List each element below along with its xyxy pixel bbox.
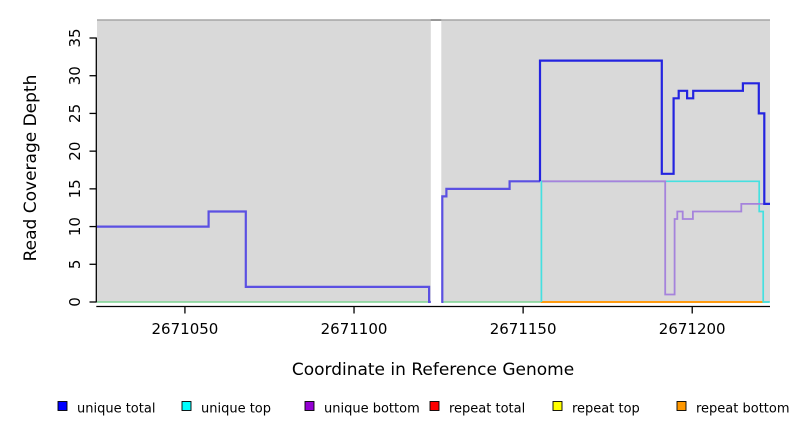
legend-label-unique-top: unique top [201, 402, 271, 417]
legend-swatch-unique-top [181, 401, 192, 411]
legend-item-unique-bottom: unique bottom [304, 401, 420, 417]
legend-item-repeat-top: repeat top [552, 401, 640, 417]
y-tick-label-20: 20 [66, 142, 84, 161]
legend-label-unique-total: unique total [77, 402, 155, 417]
y-tick-label-15: 15 [66, 179, 84, 198]
series-unique-top [540, 180, 770, 303]
legend-label-repeat-bottom: repeat bottom [696, 402, 790, 417]
x-tick-label-2671150: 2671150 [490, 320, 557, 338]
legend-swatch-repeat-bottom [676, 401, 687, 411]
legend-swatch-repeat-total [429, 401, 440, 411]
legend-item-unique-top: unique top [181, 401, 271, 417]
series-unique-bottom [542, 180, 770, 296]
legend-item-unique-total: unique total [57, 401, 155, 417]
y-tick-label-0: 0 [66, 297, 84, 307]
y-tick-label-10: 10 [66, 217, 84, 236]
legend-label-repeat-total: repeat total [449, 402, 525, 417]
series-line-unique-bottom [542, 180, 770, 296]
missing-data-gap [430, 21, 442, 302]
x-tick-label-2671100: 2671100 [321, 320, 388, 338]
y-tick-label-35: 35 [66, 28, 84, 47]
y-tick-label-25: 25 [66, 104, 84, 123]
y-axis-title: Read Coverage Depth [21, 75, 41, 262]
series-line-unique-total-and-bottom-overlap [441, 180, 540, 303]
x-axis-title: Coordinate in Reference Genome [292, 360, 574, 380]
series-line-unique-total [538, 59, 770, 205]
legend-label-repeat-top: repeat top [572, 402, 640, 417]
x-axis-ticks: 2671050 2671100 2671150 2671200 [152, 306, 726, 338]
x-tick-label-2671050: 2671050 [152, 320, 219, 338]
series-line-unique-total-and-bottom-overlap [97, 210, 431, 303]
x-tick-label-2671200: 2671200 [659, 320, 726, 338]
legend: unique total unique top unique bottom repea… [57, 401, 790, 417]
y-tick-label-5: 5 [66, 260, 84, 270]
y-axis-ticks: 0 5 10 15 20 25 30 35 [66, 28, 97, 307]
series-layer [97, 59, 770, 303]
series-unique-total-and-bottom-overlap [97, 180, 540, 303]
y-tick-label-30: 30 [66, 66, 84, 85]
legend-item-repeat-bottom: repeat bottom [676, 401, 790, 417]
legend-swatch-unique-bottom [304, 401, 315, 411]
legend-swatch-repeat-top [552, 401, 563, 411]
legend-swatch-unique-total [57, 401, 68, 411]
plot-panel [97, 19, 770, 302]
series-unique-total [538, 59, 770, 205]
series-line-unique-top [540, 180, 770, 303]
legend-label-unique-bottom: unique bottom [324, 402, 420, 417]
legend-item-repeat-total: repeat total [429, 401, 525, 417]
